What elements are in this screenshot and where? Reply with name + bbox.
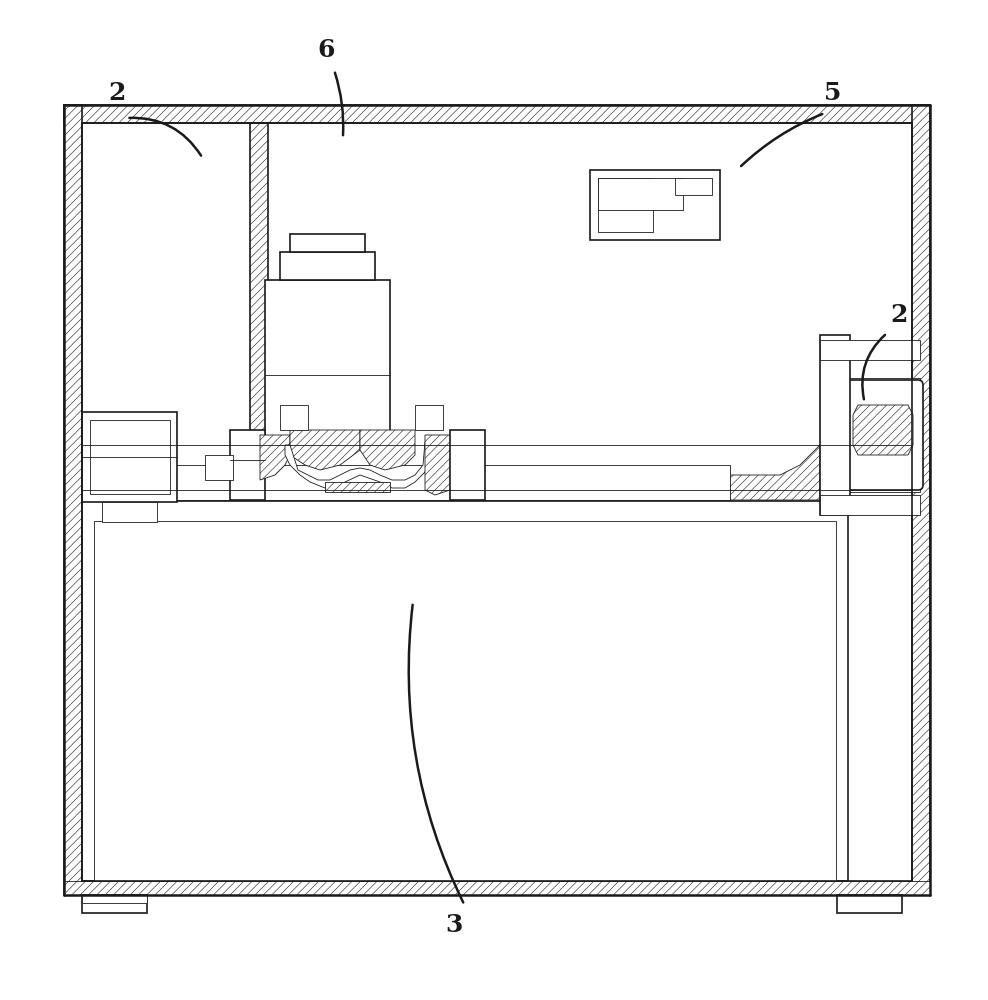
Bar (64, 881, 930, 895)
Polygon shape (360, 430, 415, 470)
Bar (265, 280, 390, 445)
Polygon shape (290, 430, 360, 470)
Polygon shape (285, 442, 430, 488)
Bar (598, 178, 653, 232)
Bar (598, 178, 683, 210)
Bar (290, 234, 365, 252)
Bar (415, 405, 443, 430)
Bar (82, 501, 848, 881)
Bar (848, 378, 920, 386)
Polygon shape (260, 435, 290, 480)
Polygon shape (730, 445, 820, 500)
Text: 6: 6 (317, 38, 335, 62)
Bar (820, 340, 920, 360)
Bar (325, 482, 390, 492)
Polygon shape (82, 450, 132, 500)
Text: 5: 5 (824, 81, 842, 105)
Bar (94, 521, 836, 881)
Bar (82, 895, 147, 903)
Bar (132, 465, 730, 500)
Bar (64, 105, 930, 123)
Bar (90, 420, 170, 494)
Bar (450, 430, 485, 500)
Bar (590, 170, 720, 240)
Bar (64, 105, 82, 895)
Bar (820, 495, 920, 515)
Bar (912, 105, 930, 895)
Bar (280, 252, 375, 280)
Text: 2: 2 (108, 81, 125, 105)
Bar (205, 455, 233, 480)
Bar (837, 895, 902, 913)
Polygon shape (853, 405, 913, 455)
Bar (830, 360, 848, 510)
Bar (675, 178, 712, 195)
Bar (230, 430, 265, 500)
Text: 3: 3 (446, 913, 463, 937)
Bar (848, 484, 920, 492)
Bar (820, 335, 850, 515)
Polygon shape (425, 435, 455, 495)
Bar (250, 123, 268, 490)
Bar (82, 895, 147, 913)
Bar (102, 502, 157, 522)
Bar (82, 412, 177, 502)
Bar (280, 405, 308, 430)
Bar (848, 380, 918, 490)
FancyBboxPatch shape (845, 380, 923, 490)
Text: 2: 2 (890, 303, 908, 327)
